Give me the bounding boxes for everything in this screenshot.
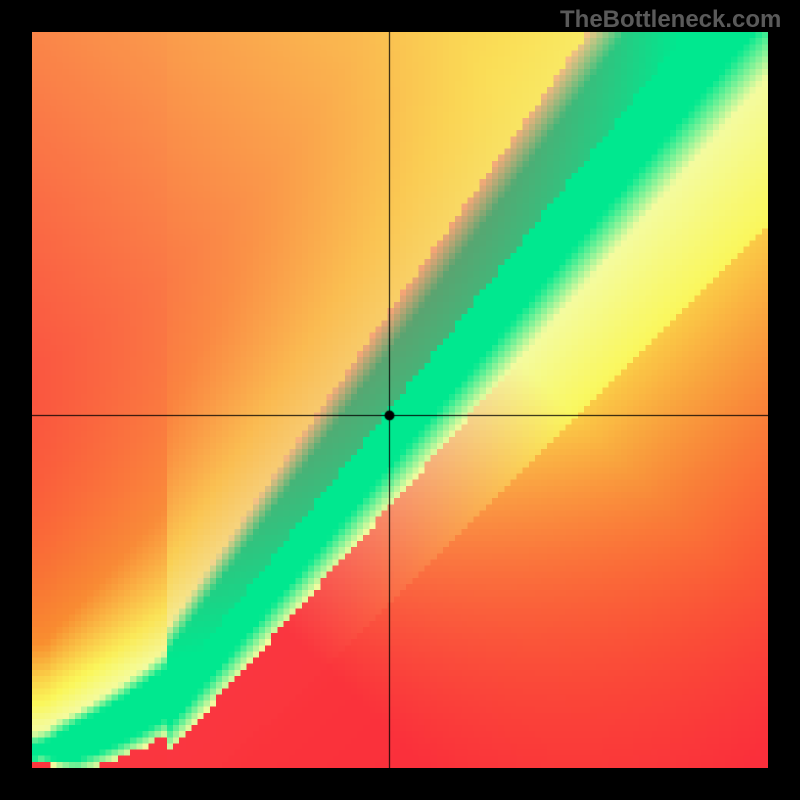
- watermark-text: TheBottleneck.com: [560, 6, 781, 34]
- chart-root: TheBottleneck.com: [0, 0, 800, 800]
- crosshair-overlay: [32, 32, 768, 768]
